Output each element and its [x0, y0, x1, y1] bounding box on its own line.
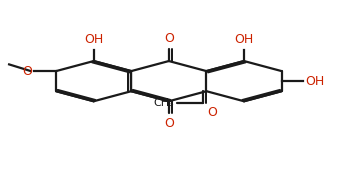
Text: OH: OH	[305, 75, 324, 88]
Text: O: O	[23, 65, 33, 78]
Text: OH: OH	[234, 33, 254, 46]
Text: O: O	[208, 106, 217, 119]
Text: CH₃: CH₃	[154, 98, 175, 108]
Text: O: O	[164, 32, 174, 45]
Text: OH: OH	[84, 33, 103, 46]
Text: O: O	[164, 117, 174, 130]
